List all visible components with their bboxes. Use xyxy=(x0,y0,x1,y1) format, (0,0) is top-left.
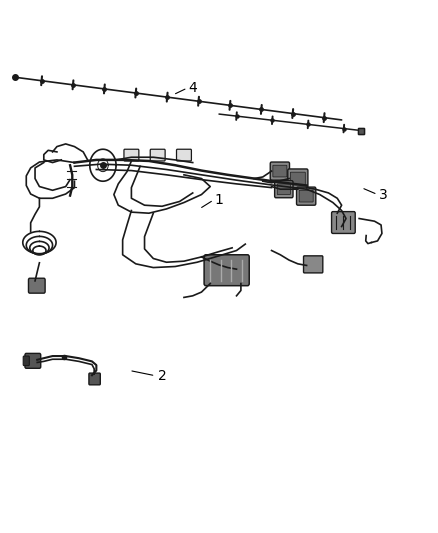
FancyBboxPatch shape xyxy=(204,255,249,286)
FancyBboxPatch shape xyxy=(288,169,308,188)
Text: 4: 4 xyxy=(188,81,197,95)
FancyBboxPatch shape xyxy=(25,353,41,368)
FancyBboxPatch shape xyxy=(290,172,305,185)
FancyBboxPatch shape xyxy=(23,356,29,366)
FancyBboxPatch shape xyxy=(332,212,355,233)
FancyBboxPatch shape xyxy=(275,181,293,198)
FancyBboxPatch shape xyxy=(89,373,100,385)
FancyBboxPatch shape xyxy=(28,278,45,293)
FancyBboxPatch shape xyxy=(273,165,287,177)
FancyBboxPatch shape xyxy=(297,187,316,205)
FancyBboxPatch shape xyxy=(277,184,290,195)
Text: 1: 1 xyxy=(215,193,223,207)
FancyBboxPatch shape xyxy=(304,256,323,273)
FancyBboxPatch shape xyxy=(124,149,139,161)
FancyBboxPatch shape xyxy=(270,162,290,180)
Text: 3: 3 xyxy=(379,188,388,201)
FancyBboxPatch shape xyxy=(177,149,191,161)
Text: 2: 2 xyxy=(158,369,166,383)
FancyBboxPatch shape xyxy=(150,149,165,161)
FancyBboxPatch shape xyxy=(299,190,313,202)
